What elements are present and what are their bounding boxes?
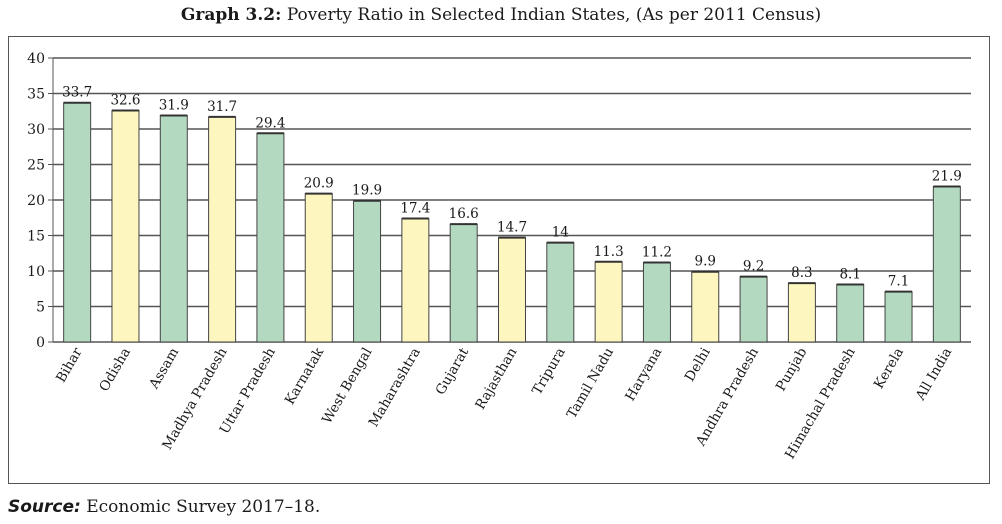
data-label: 7.1 bbox=[888, 274, 909, 290]
x-tick-label: Karnatak bbox=[282, 344, 328, 407]
chart-frame: 0 5 10 15 20 25 30 35 40 33.7 Bihar 32.6 Odisha 31.9 A… bbox=[8, 36, 990, 484]
bar-odisha bbox=[111, 110, 140, 343]
x-tick-label: Punjab bbox=[773, 345, 811, 394]
y-tick-label: 5 bbox=[36, 300, 45, 316]
bar-karnatak bbox=[304, 193, 333, 343]
data-label: 14 bbox=[552, 225, 569, 241]
bar-chart: 0 5 10 15 20 25 30 35 40 33.7 Bihar 32.6 Odisha 31.9 A… bbox=[27, 51, 971, 462]
y-tick-label: 25 bbox=[27, 158, 45, 174]
data-label: 29.4 bbox=[255, 115, 285, 131]
bar-bihar bbox=[63, 102, 92, 343]
data-label: 9.2 bbox=[743, 259, 764, 275]
bar-tripura bbox=[546, 242, 575, 343]
x-tick-label: All India bbox=[912, 345, 955, 404]
x-tick-label: Rajasthan bbox=[472, 345, 520, 413]
data-label: 8.1 bbox=[839, 266, 860, 282]
data-label: 31.7 bbox=[207, 99, 237, 115]
chart-title-text: Poverty Ratio in Selected Indian States,… bbox=[286, 5, 822, 25]
data-label: 8.3 bbox=[791, 265, 812, 281]
data-label: 19.9 bbox=[352, 183, 382, 199]
bar-gujarat bbox=[449, 223, 478, 343]
chart-title-prefix: Graph 3.2: bbox=[180, 5, 282, 25]
x-tick-label: Gujarat bbox=[432, 345, 472, 398]
data-label: 17.4 bbox=[400, 200, 430, 216]
y-tick-label: 35 bbox=[27, 87, 45, 103]
data-label: 16.6 bbox=[449, 206, 479, 222]
bar-kerela bbox=[884, 291, 913, 343]
y-tick-label: 20 bbox=[27, 193, 45, 209]
x-tick-label: West Bengal bbox=[319, 345, 375, 427]
bar-west-bengal bbox=[353, 200, 382, 343]
x-tick-label: Haryana bbox=[622, 345, 665, 404]
y-tick-label: 40 bbox=[27, 51, 45, 67]
x-tick-label: Kerela bbox=[871, 345, 907, 392]
bar-tamil-nadu bbox=[594, 261, 623, 343]
source-text: Economic Survey 2017–18. bbox=[86, 497, 321, 517]
y-tick-label: 10 bbox=[27, 264, 45, 280]
bar-maharashtra bbox=[401, 217, 430, 343]
bar-madhya-pradesh bbox=[208, 116, 237, 343]
data-label: 9.9 bbox=[695, 254, 716, 270]
chart-title: Graph 3.2: Poverty Ratio in Selected Ind… bbox=[0, 4, 1002, 26]
bar-andhra-pradesh bbox=[739, 276, 768, 343]
bar-rajasthan bbox=[498, 237, 526, 343]
bar-assam bbox=[159, 115, 188, 343]
x-tick-label: Tripura bbox=[529, 345, 569, 398]
data-label: 31.9 bbox=[159, 98, 189, 114]
bar-himachal-pradesh bbox=[836, 283, 865, 343]
bar-all-india bbox=[932, 186, 961, 343]
bar-uttar-pradesh bbox=[256, 132, 285, 343]
x-tick-label: Maharashtra bbox=[366, 345, 424, 430]
y-tick-label: 0 bbox=[36, 335, 45, 351]
x-tick-label: Assam bbox=[146, 345, 183, 393]
data-label: 33.7 bbox=[62, 85, 92, 101]
data-label: 21.9 bbox=[932, 169, 962, 185]
source-label: Source: bbox=[8, 497, 81, 517]
bar-punjab bbox=[787, 282, 816, 343]
data-label: 14.7 bbox=[497, 220, 527, 236]
y-tick-label: 30 bbox=[27, 122, 45, 138]
x-tick-label: Bihar bbox=[53, 345, 86, 386]
y-tick-label: 15 bbox=[27, 229, 45, 245]
data-label: 11.2 bbox=[642, 244, 672, 260]
data-label: 11.3 bbox=[594, 244, 624, 260]
data-label: 32.6 bbox=[110, 93, 140, 109]
source-note: Source: Economic Survey 2017–18. bbox=[8, 496, 320, 518]
x-tick-label: Delhi bbox=[682, 344, 714, 384]
bar-haryana bbox=[642, 261, 671, 343]
bar-delhi bbox=[691, 271, 720, 343]
x-tick-label: Tamil Nadu bbox=[564, 345, 617, 422]
x-tick-label: Odisha bbox=[96, 345, 134, 394]
data-label: 20.9 bbox=[304, 176, 334, 192]
